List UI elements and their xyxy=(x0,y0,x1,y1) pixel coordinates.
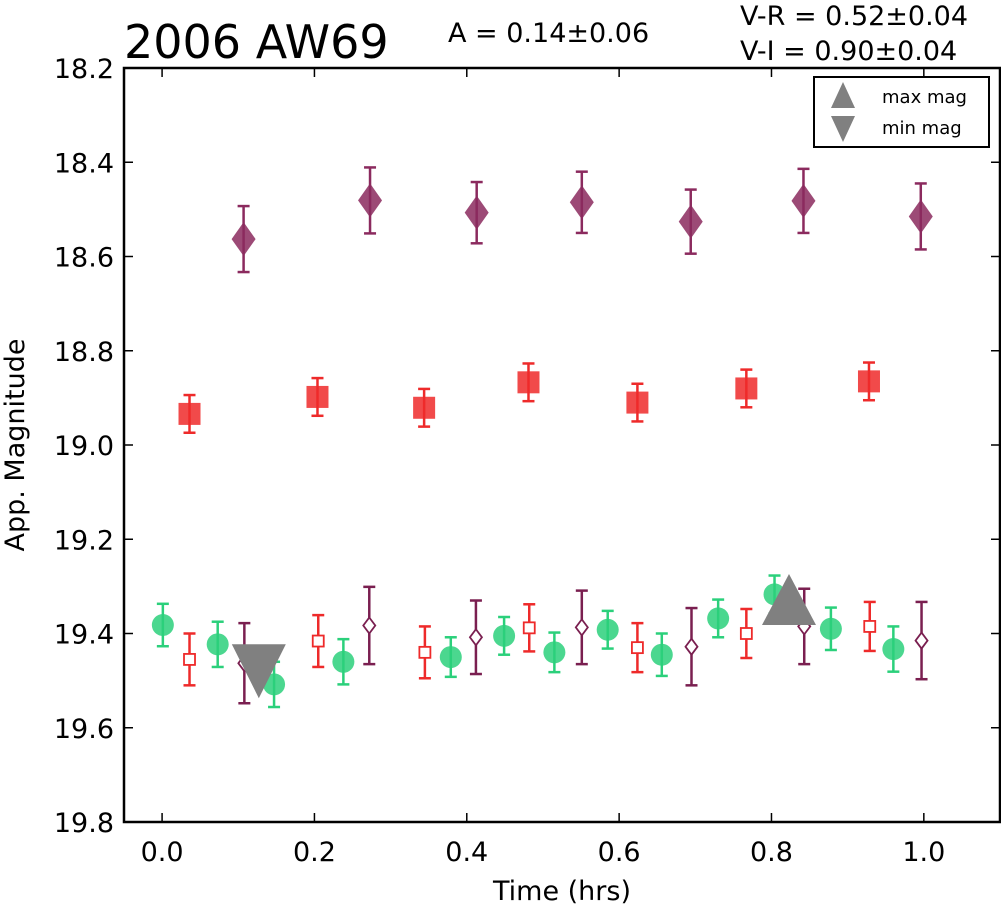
data-point-square-open xyxy=(739,627,753,640)
data-point-square-open xyxy=(522,621,536,635)
y-tick-label: 19.8 xyxy=(54,808,114,839)
y-tick-label: 19.2 xyxy=(54,525,114,556)
data-point-square xyxy=(306,385,329,408)
data-point-square xyxy=(517,371,540,394)
data-point-circle xyxy=(819,617,842,640)
data-point-square-open xyxy=(863,620,877,633)
x-tick-label: 0.0 xyxy=(141,837,184,868)
data-point-diamond xyxy=(791,183,816,218)
data-point-circle xyxy=(439,646,462,669)
x-tick-label: 0.8 xyxy=(750,837,793,868)
legend-min-mag-icon xyxy=(831,116,855,142)
y-tick-label: 18.8 xyxy=(54,337,114,368)
data-point-diamond-open xyxy=(574,617,589,637)
y-tick-label: 18.6 xyxy=(54,243,114,274)
legend-min-mag-label: min mag xyxy=(882,118,962,139)
data-series xyxy=(178,361,880,434)
max-mag-marker xyxy=(761,574,816,626)
legend-box xyxy=(813,76,990,148)
y-tick-label: 19.0 xyxy=(54,431,114,462)
data-point-diamond xyxy=(464,195,489,230)
data-series xyxy=(231,166,933,274)
legend-max-mag-label: max mag xyxy=(882,87,967,108)
data-point-circle xyxy=(596,618,619,641)
data-point-circle xyxy=(493,624,516,647)
data-point-square xyxy=(178,402,201,425)
x-tick-label: 1.0 xyxy=(902,837,945,868)
data-point-circle xyxy=(707,607,730,630)
chart-title: 2006 AW69 xyxy=(124,15,389,69)
y-tick-label: 18.2 xyxy=(54,54,114,85)
color-index-vi: V-I = 0.90±0.04 xyxy=(740,36,957,67)
data-point-diamond-open xyxy=(684,637,699,657)
data-point-circle xyxy=(263,673,286,696)
x-axis-label: Time (hrs) xyxy=(492,876,631,904)
data-series xyxy=(183,600,877,687)
data-point-diamond xyxy=(678,204,703,239)
data-point-diamond-open xyxy=(362,615,377,635)
data-point-diamond xyxy=(231,222,256,257)
data-point-diamond xyxy=(569,185,594,220)
data-point-circle xyxy=(151,614,174,637)
axis-ticks: 0.0 0.2 0.4 0.6 0.8 1.0 18.2 18.4 18.6 18.8 19.0 19… xyxy=(54,54,1000,868)
data-point-diamond-open xyxy=(914,631,929,651)
data-series xyxy=(237,585,929,705)
data-point-square-open xyxy=(631,641,644,655)
data-point-square xyxy=(413,396,436,419)
data-point-circle xyxy=(332,650,355,673)
data-point-square xyxy=(735,377,758,400)
data-point-square-open xyxy=(418,645,432,659)
plot-frame xyxy=(122,66,1001,824)
data-point-circle xyxy=(543,641,566,664)
data-point-square xyxy=(626,391,649,414)
data-point-circle xyxy=(650,643,673,666)
data-point-circle xyxy=(206,633,229,656)
data-point-diamond xyxy=(358,183,383,218)
x-tick-label: 0.2 xyxy=(293,837,336,868)
y-tick-label: 18.4 xyxy=(54,148,114,179)
data-point-square-open xyxy=(311,634,325,648)
legend-max-mag-icon xyxy=(831,82,855,108)
y-axis-label: App. Magnitude xyxy=(0,339,31,552)
color-index-vr: V-R = 0.52±0.04 xyxy=(740,1,968,32)
data-point-diamond-open xyxy=(468,627,484,647)
x-tick-label: 0.4 xyxy=(445,837,488,868)
min-mag-marker xyxy=(231,644,286,699)
data-point-diamond xyxy=(908,199,933,234)
data-point-square xyxy=(857,370,880,393)
y-tick-label: 19.4 xyxy=(54,620,114,651)
amplitude-label: A = 0.14±0.06 xyxy=(448,18,649,49)
data-point-circle xyxy=(882,638,905,661)
x-tick-label: 0.6 xyxy=(598,837,641,868)
data-point-square-open xyxy=(183,653,196,666)
legend: max mag min mag xyxy=(813,76,990,148)
y-tick-label: 19.6 xyxy=(54,714,114,745)
data-marks xyxy=(151,166,933,709)
